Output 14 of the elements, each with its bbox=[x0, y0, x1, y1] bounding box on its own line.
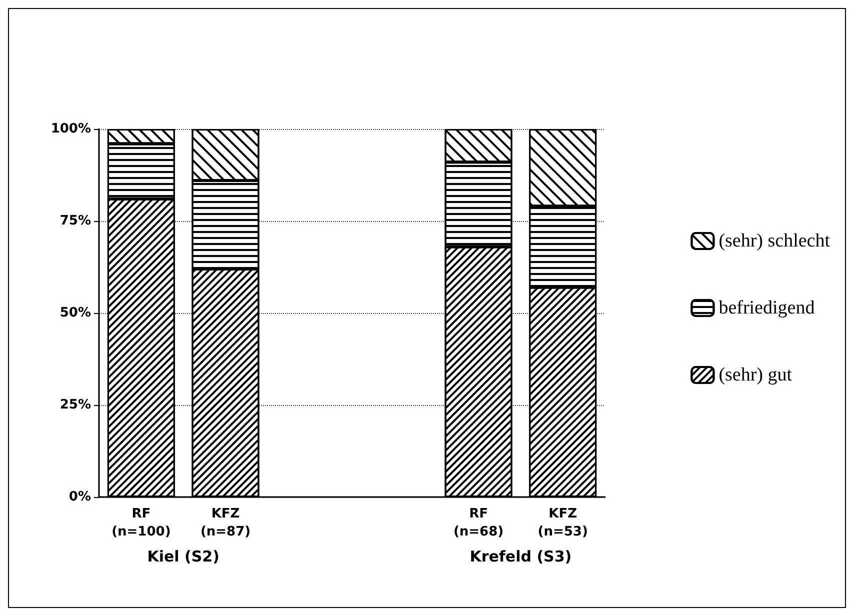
text: Krefeld (S3) bbox=[470, 548, 572, 566]
y-tick-label: 0% bbox=[68, 490, 91, 504]
x-tick-label: KFZ (n=87) bbox=[200, 506, 251, 540]
x-tick-label: KFZ (n=53) bbox=[538, 506, 588, 540]
legend-label: befriedigend bbox=[718, 298, 816, 318]
y-tick-label: 100% bbox=[50, 122, 91, 136]
y-tick-label: 75% bbox=[60, 214, 91, 228]
legend-label: (sehr) schlecht bbox=[718, 230, 831, 252]
x-tick-label: RF (n=68) bbox=[453, 506, 504, 540]
y-tick-label: 25% bbox=[60, 398, 91, 412]
y-tick-label: 50% bbox=[60, 306, 91, 320]
legend-label: (sehr) gut bbox=[718, 364, 793, 386]
x-tick-label: RF (n=100) bbox=[112, 506, 171, 540]
text: Kiel (S2) bbox=[147, 548, 220, 566]
